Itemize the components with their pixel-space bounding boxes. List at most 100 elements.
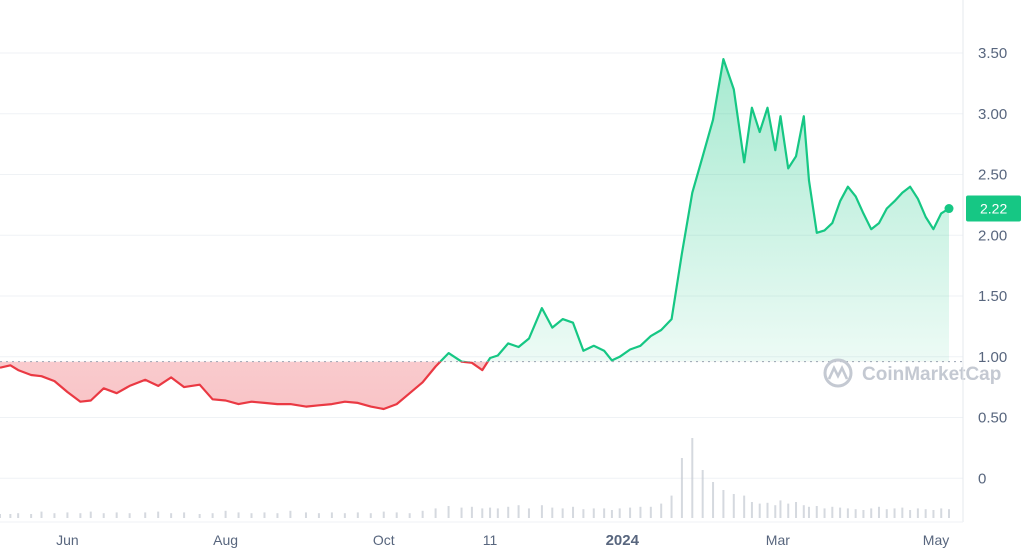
current-price-dot (944, 204, 954, 214)
volume-bar (128, 513, 131, 518)
volume-bar (854, 509, 857, 518)
volume-bar (304, 512, 307, 518)
volume-bar (144, 512, 147, 518)
volume-bar (330, 512, 333, 518)
x-tick-label: Oct (373, 532, 395, 548)
volume-bar (66, 512, 69, 518)
volume-bar (17, 513, 20, 518)
volume-bar (774, 505, 777, 518)
y-tick-label: 3.50 (978, 45, 1007, 62)
price-line-up (438, 58, 950, 362)
volume-bars (0, 438, 950, 518)
volume-bar (89, 511, 92, 518)
x-tick-label: 11 (483, 532, 498, 548)
volume-bar (582, 509, 585, 518)
volume-bar (115, 512, 118, 518)
x-tick-label: Jun (56, 532, 79, 548)
y-tick-label: 1.00 (978, 349, 1007, 366)
volume-bar (470, 506, 473, 518)
volume-bar (743, 495, 746, 518)
volume-bar (224, 510, 227, 518)
volume-bar (481, 508, 484, 518)
volume-bar (802, 505, 805, 518)
x-tick-label: Mar (766, 532, 790, 548)
volume-bar (102, 513, 105, 518)
x-tick-label: May (923, 532, 949, 548)
volume-bar (660, 503, 663, 518)
volume-bar (408, 513, 411, 518)
price-line-down (0, 361, 490, 411)
volume-bar (831, 506, 834, 518)
volume-bar (0, 514, 1, 518)
volume-bar (527, 508, 530, 518)
volume-bar (924, 509, 927, 518)
volume-bar (639, 506, 642, 518)
volume-bar (603, 508, 606, 518)
y-tick-label: 1.50 (978, 288, 1007, 305)
volume-bar (629, 507, 632, 518)
volume-bar (862, 510, 865, 518)
volume-bar (807, 506, 810, 518)
volume-bar (779, 500, 782, 518)
volume-bar (670, 495, 673, 518)
volume-bar (893, 508, 896, 518)
volume-bar (839, 507, 842, 518)
price-tag-box (966, 195, 1021, 222)
volume-bar (680, 458, 683, 518)
volume-bar (901, 507, 904, 518)
volume-bar (53, 513, 56, 518)
volume-bar (877, 506, 880, 518)
volume-bar (517, 505, 520, 518)
y-tick-label: 2.00 (978, 227, 1007, 244)
volume-bar (489, 507, 492, 518)
volume-bar (787, 503, 790, 518)
volume-bar (237, 512, 240, 518)
volume-bar (369, 513, 372, 518)
volume-bar (460, 507, 463, 518)
volume-bar (198, 514, 201, 518)
volume-bar (434, 508, 437, 518)
volume-bar (610, 510, 613, 518)
volume-bar (758, 503, 761, 518)
volume-bar (170, 513, 173, 518)
current-price-tag: 2.22 (966, 195, 1021, 222)
volume-bar (40, 511, 43, 518)
volume-bar (276, 513, 279, 518)
watermark-text: CoinMarketCap (862, 364, 1001, 385)
volume-bar (540, 505, 543, 518)
volume-bar (948, 509, 950, 518)
volume-bar (722, 490, 725, 518)
volume-bar (496, 508, 499, 518)
volume-bar (916, 508, 919, 518)
volume-bar (691, 438, 694, 518)
volume-bar (507, 506, 510, 518)
y-tick-label: 0.50 (978, 410, 1007, 427)
volume-bar (9, 514, 12, 518)
area-below-baseline (0, 361, 488, 409)
volume-bar (263, 512, 266, 518)
x-tick-label: Aug (213, 532, 238, 548)
volume-bar (750, 502, 753, 518)
volume-bar (382, 511, 385, 518)
volume-bar (317, 513, 320, 518)
volume-bar (732, 494, 735, 518)
volume-bar (885, 509, 888, 518)
volume-bar (701, 470, 704, 518)
volume-bar (183, 512, 186, 518)
y-tick-label: 2.50 (978, 167, 1007, 184)
volume-bar (909, 510, 912, 518)
volume-bar (932, 510, 935, 518)
x-axis: Jun Aug Oct 11 2024 Mar May (0, 521, 963, 549)
volume-bar (795, 502, 798, 518)
coinmarketcap-icon (823, 358, 853, 388)
volume-bar (79, 513, 82, 518)
price-area (0, 59, 949, 409)
volume-bar (592, 508, 595, 518)
watermark-logo: CoinMarketCap (823, 358, 1001, 388)
volume-bar (940, 508, 943, 518)
volume-bar (823, 508, 826, 518)
volume-bar (561, 508, 564, 518)
volume-bar (356, 512, 359, 518)
volume-bar (289, 510, 292, 518)
